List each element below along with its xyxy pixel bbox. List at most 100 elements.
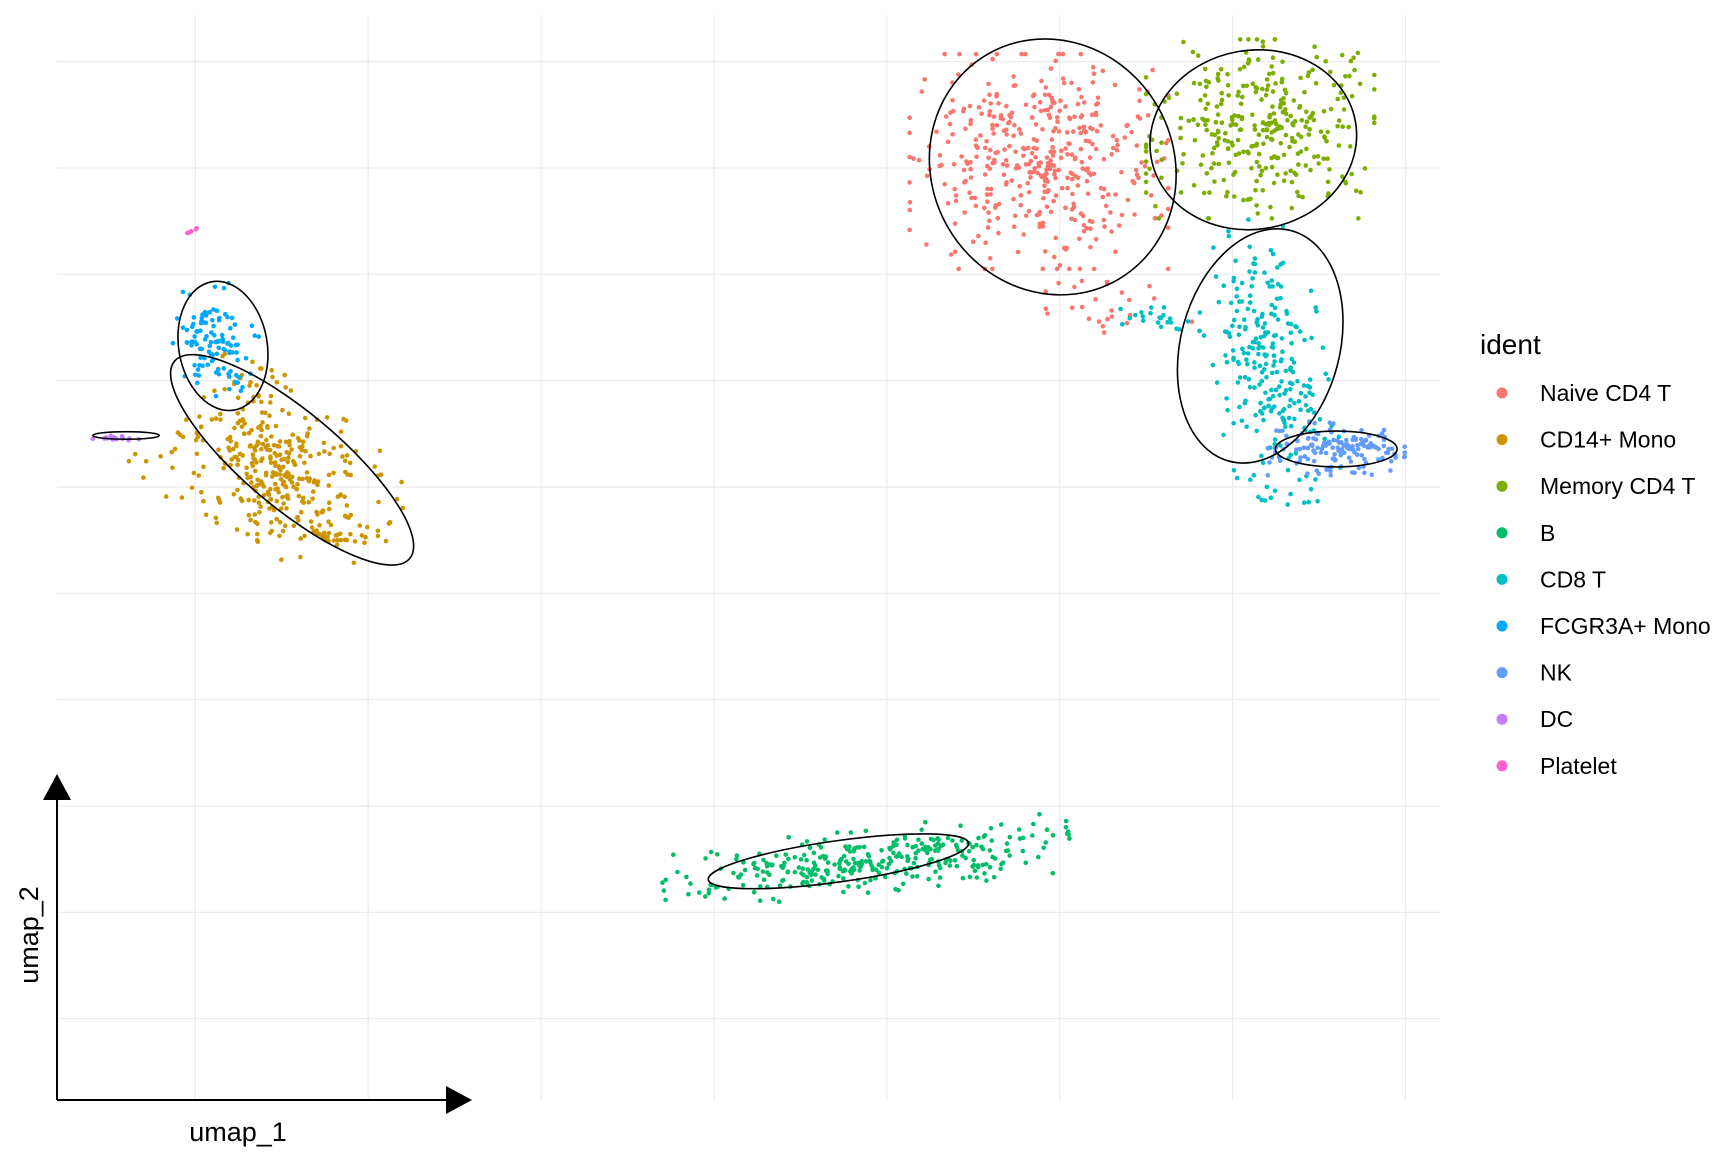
point-cd14-mono — [344, 453, 350, 458]
point-naive-cd4-t — [993, 205, 998, 210]
point-b — [786, 856, 791, 862]
point-cd14-mono — [275, 486, 280, 491]
point-naive-cd4-t — [963, 126, 968, 132]
point-naive-cd4-t — [1125, 197, 1131, 203]
point-naive-cd4-t — [1072, 114, 1077, 120]
point-fcgr3a-mono — [234, 350, 239, 355]
point-naive-cd4-t — [1110, 133, 1116, 139]
point-memory-cd4-t — [1253, 85, 1258, 90]
point-naive-cd4-t — [1165, 225, 1171, 230]
point-naive-cd4-t — [1051, 149, 1057, 155]
point-memory-cd4-t — [1226, 146, 1231, 151]
point-cd14-mono — [342, 513, 348, 519]
point-cd14-mono — [283, 439, 289, 445]
point-naive-cd4-t — [969, 195, 974, 201]
point-b — [998, 822, 1004, 827]
point-memory-cd4-t — [1325, 156, 1330, 161]
point-naive-cd4-t — [1084, 178, 1090, 184]
point-cd14-mono — [246, 497, 251, 503]
point-naive-cd4-t — [1091, 71, 1097, 77]
point-cd8-t — [1288, 452, 1293, 458]
legend-item-b: B — [1496, 520, 1555, 546]
point-nk — [1312, 420, 1317, 426]
point-fcgr3a-mono — [225, 314, 230, 320]
point-naive-cd4-t — [1037, 99, 1043, 105]
point-naive-cd4-t — [1089, 112, 1095, 117]
point-fcgr3a-mono — [211, 333, 217, 338]
point-naive-cd4-t — [1025, 181, 1030, 186]
legend-item-cd14-mono: CD14+ Mono — [1496, 427, 1676, 453]
point-naive-cd4-t — [1053, 58, 1058, 64]
point-naive-cd4-t — [1079, 159, 1085, 165]
point-cd14-mono — [304, 433, 310, 439]
point-cd8-t — [1308, 288, 1314, 294]
point-cd14-mono — [338, 429, 344, 435]
point-cd14-mono — [286, 411, 292, 417]
point-naive-cd4-t — [1031, 145, 1037, 151]
legend-key-dc — [1496, 713, 1508, 725]
point-naive-cd4-t — [968, 166, 973, 172]
point-naive-cd4-t — [1032, 104, 1037, 110]
point-cd14-mono — [250, 463, 256, 469]
point-b — [844, 859, 849, 864]
point-naive-cd4-t — [1023, 213, 1029, 218]
point-b — [841, 853, 847, 859]
point-cd8-t — [1293, 450, 1299, 456]
point-naive-cd4-t — [973, 203, 979, 209]
point-memory-cd4-t — [1357, 81, 1363, 87]
point-cd14-mono — [292, 462, 298, 468]
point-cd8-t — [1307, 390, 1312, 396]
point-b — [958, 823, 963, 828]
point-fcgr3a-mono — [191, 315, 197, 320]
point-cd8-t — [1262, 352, 1267, 357]
point-memory-cd4-t — [1221, 177, 1227, 183]
point-cd8-t — [1244, 424, 1249, 430]
point-naive-cd4-t — [953, 193, 959, 198]
point-cd8-t — [1234, 286, 1240, 292]
point-naive-cd4-t — [1021, 153, 1026, 159]
point-naive-cd4-t — [985, 225, 991, 230]
point-cd8-t — [1252, 360, 1257, 365]
point-cd14-mono — [256, 440, 261, 446]
legend-key-cd8-t — [1496, 573, 1508, 585]
point-memory-cd4-t — [1210, 150, 1215, 156]
point-naive-cd4-t — [1056, 167, 1061, 173]
point-nk — [1381, 427, 1387, 433]
point-cd8-t — [1133, 312, 1138, 318]
point-b — [868, 877, 873, 883]
point-cd8-t — [1308, 406, 1314, 412]
y-axis-label: umap_2 — [14, 886, 44, 984]
point-cd8-t — [1308, 487, 1314, 492]
point-cd8-t — [1237, 404, 1242, 410]
legend-label-cd8-t: CD8 T — [1540, 566, 1606, 592]
point-naive-cd4-t — [1094, 128, 1100, 134]
point-cd14-mono — [285, 493, 290, 498]
point-cd8-t — [1253, 412, 1258, 418]
point-naive-cd4-t — [1070, 171, 1075, 177]
point-b — [1050, 833, 1056, 838]
point-b — [825, 860, 831, 865]
point-cd8-t — [1306, 499, 1311, 505]
point-naive-cd4-t — [968, 121, 973, 127]
point-naive-cd4-t — [1046, 188, 1051, 193]
point-cd8-t — [1285, 321, 1291, 326]
point-naive-cd4-t — [945, 201, 951, 206]
point-cd14-mono — [169, 449, 175, 455]
point-naive-cd4-t — [1090, 65, 1096, 70]
point-b — [920, 846, 925, 852]
point-naive-cd4-t — [1071, 129, 1076, 134]
point-cd8-t — [1254, 428, 1259, 434]
point-cd14-mono — [132, 451, 138, 457]
point-b — [925, 850, 930, 856]
point-cd14-mono — [386, 521, 392, 526]
point-naive-cd4-t — [990, 126, 995, 131]
point-memory-cd4-t — [1372, 87, 1377, 92]
point-b — [851, 856, 856, 862]
point-naive-cd4-t — [993, 150, 998, 156]
point-memory-cd4-t — [1264, 87, 1270, 92]
point-cd14-mono — [268, 520, 274, 525]
point-cd14-mono — [320, 534, 325, 540]
point-cd8-t — [1253, 336, 1259, 342]
point-b — [984, 878, 989, 883]
